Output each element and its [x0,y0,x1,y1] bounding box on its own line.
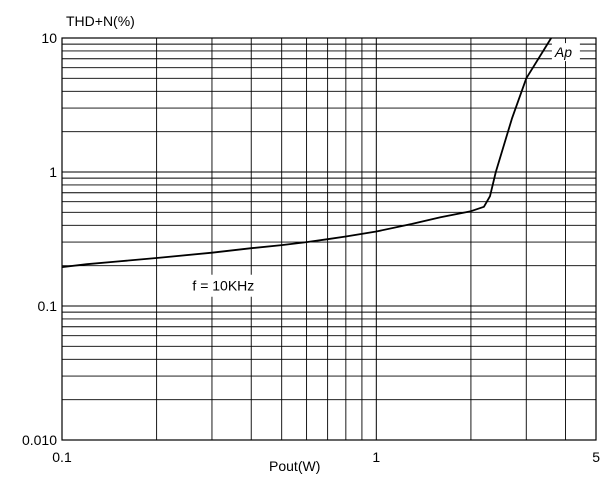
x-tick-label: 1 [372,449,380,465]
y-tick-label: 10 [41,30,57,46]
y-tick-labels: 10 1 0.1 0.010 [22,30,57,448]
grid [62,38,596,440]
annotation-text: f = 10KHz [192,278,254,294]
x-tick-label: 5 [592,449,600,465]
series-label-text: Ap [554,44,572,60]
annotation-background [187,274,280,297]
x-tick-label: 0.1 [52,449,72,465]
x-tick-labels: 0.1 1 5 [52,449,600,465]
y-tick-label: 0.1 [38,298,58,314]
y-tick-label: 1 [49,164,57,180]
annotation: f = 10KHz [187,274,280,297]
series-layer [61,37,552,268]
plot-frame [61,37,597,441]
series-label: Ap [551,43,580,62]
series-label-background [551,43,580,62]
y-axis-label: THD+N(%) [66,13,135,29]
y-tick-label: 0.010 [22,432,57,448]
series-line [61,37,552,268]
x-axis-label: Pout(W) [269,458,320,474]
